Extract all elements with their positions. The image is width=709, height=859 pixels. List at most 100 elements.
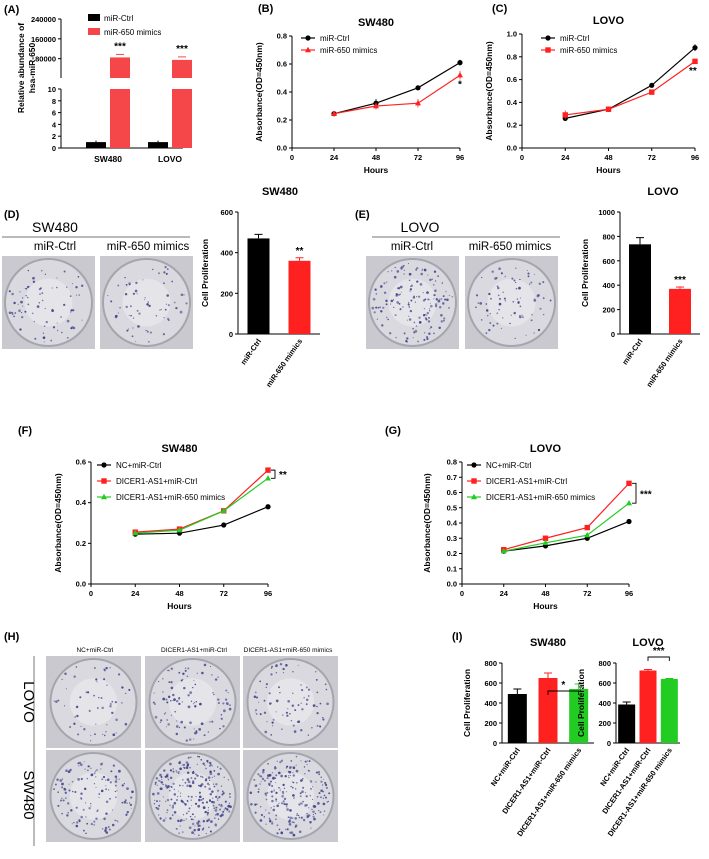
- plate-d-mimics-colony: [124, 292, 128, 296]
- plate-h-r0-c1-colony: [178, 727, 181, 729]
- chart-a-ytick-label: 0: [52, 144, 56, 153]
- plate-d-mimics-colony: [143, 299, 146, 301]
- plate-h-r1-c0-colony: [90, 805, 92, 807]
- chart-e: LOVO 0 200 400 600 800 1000 Cell Proliferation m…: [580, 186, 700, 389]
- chart-a-ytick-label: 2: [52, 132, 56, 141]
- plate-h-r1-c1-colony: [200, 783, 204, 786]
- plate-d-ctrl-colony: [39, 293, 41, 295]
- plate-h-r1-c2-colony: [283, 787, 286, 789]
- plate-h-r1-c2-colony: [268, 820, 272, 823]
- plate-h-r0-c2-colony: [287, 708, 289, 710]
- plate-d-mimics-colony: [119, 306, 121, 309]
- plate-h-r1-c0-colony: [109, 781, 112, 784]
- plate-h-r0-c2-colony: [301, 689, 304, 692]
- plate-h-r0-c2-colony: [266, 721, 268, 723]
- plate-h-r0-c2-colony: [285, 711, 288, 714]
- plate-h-r0-c2-colony: [279, 662, 283, 666]
- plate-h-r0-c0-colony: [83, 728, 86, 731]
- plate-e-ctrl-colony: [385, 316, 388, 319]
- plate-h-r1-c1-colony: [207, 776, 211, 779]
- plate-e-ctrl-colony: [451, 295, 454, 298]
- plate-d-mimics-colony: [132, 327, 134, 329]
- chartF-xtick-label: 48: [175, 589, 183, 598]
- plate-h-r1-c2-colony: [265, 794, 268, 797]
- plate-h-r1-c0-colony: [131, 790, 134, 794]
- chartG-ytick-label: 0.5: [447, 503, 457, 512]
- plate-h-r0-c1-colony: [178, 697, 180, 699]
- chartC-xtick-label: 72: [648, 153, 656, 162]
- plate-h-r1-c2-colony: [292, 766, 296, 769]
- plate-h-r0-c2-colony: [275, 664, 278, 667]
- plate-e-mimics-glare: [487, 278, 536, 327]
- plate-e-ctrl-colony: [390, 299, 394, 303]
- plate-e-mimics-colony: [515, 267, 517, 269]
- plate-h-r0-c2-colony: [282, 714, 284, 716]
- plate-h-r1-c1-colony: [198, 834, 200, 837]
- plate-h-r1-c0-colony: [93, 820, 96, 823]
- panel-label-d: (D): [4, 209, 20, 221]
- plate-h-r1-c1-colony: [200, 799, 203, 801]
- plate-e-ctrl-colony: [407, 302, 410, 304]
- plate-h-r1-c0-colony: [80, 815, 83, 819]
- chart-a-legend-ctrl-swatch: [88, 14, 100, 21]
- plate-h-r1-c1-colony: [191, 831, 194, 834]
- plate-e-ctrl-colony: [394, 266, 396, 269]
- plate-h-r1-c2-colony: [278, 828, 281, 831]
- chartI2-ytick-label: 800: [598, 659, 611, 668]
- plate-e-ctrl-colony: [440, 314, 443, 317]
- plate-h-r1-c1-colony: [190, 756, 192, 758]
- plate-h-r1-c0-colony: [126, 802, 128, 804]
- plate-h-r1-c0-colony: [130, 807, 132, 809]
- plate-h-r1-c1-colony: [209, 799, 211, 802]
- chartG-ytick-label: 0.8: [447, 458, 457, 467]
- plate-d-mimics-colony: [128, 282, 131, 285]
- plate-e-mimics-colony: [492, 324, 495, 327]
- plate-h-r1-c2-colony: [316, 795, 319, 798]
- plate-h-r1-c2-colony: [281, 795, 284, 798]
- plate-h-r1-c1-colony: [206, 782, 210, 785]
- plate-h-r1-c1-colony: [218, 796, 221, 799]
- chartG-ytick-label: 0.2: [447, 549, 457, 558]
- plate-e-ctrl-colony: [427, 320, 431, 323]
- plate-e-ctrl-colony: [406, 337, 409, 340]
- plate-d-ctrl-colony: [13, 301, 16, 305]
- plate-h-r1-c1-colony: [177, 819, 180, 823]
- plate-e-ctrl-colony: [391, 270, 393, 272]
- chartG-ytick-label: 0.6: [447, 488, 457, 497]
- plate-h-r1-c2-colony: [261, 770, 265, 774]
- plate-h-r1-c0-colony: [84, 802, 87, 804]
- chart-a-xtick-label: LOVO: [158, 154, 182, 164]
- plate-h-r1-c2-colony: [257, 788, 260, 791]
- chart-b: SW480 0 24 48 72 96 0.0 0.2 0.4 0.6 0.8 Hours Absorb…: [254, 17, 464, 175]
- plate-d-mimics-colony: [146, 330, 148, 332]
- chartI1-sig-bracket: [547, 690, 580, 695]
- plate-h-r1-c2-colony: [277, 771, 281, 775]
- plate-h-r1-c1-colony: [166, 774, 168, 777]
- plate-h-r1-c0-colony: [75, 821, 79, 824]
- plate-h-r1-c2-colony: [293, 797, 295, 799]
- plate-h-r0-c2-colony: [305, 698, 309, 701]
- plate-e-ctrl-colony: [441, 282, 443, 285]
- plate-h-r1-c1-colony: [188, 826, 192, 829]
- plate-d-ctrl-colony: [17, 303, 19, 305]
- plate-h-r0-c0-colony: [77, 733, 80, 736]
- plate-h-r1-c2-colony: [285, 828, 287, 831]
- plate-h-r1-c2-colony: [278, 786, 280, 789]
- chartI1-ytick-label: 800: [484, 659, 497, 668]
- plate-h-r1-c0-colony: [84, 768, 86, 770]
- plate-h-r1-c0-colony: [69, 768, 72, 772]
- plate-h-r1-c1-colony: [189, 815, 192, 818]
- chartB-legend-marker: [305, 46, 311, 53]
- plate-d-mimics-colony: [127, 328, 129, 330]
- plate-h-r1-c1-colony: [172, 770, 175, 773]
- colony-images-e: LOVO miR-Ctrl miR-650 mimics: [366, 219, 560, 349]
- plate-h-r0-c1-colony: [187, 667, 190, 670]
- plate-e-ctrl-colony: [423, 308, 426, 310]
- plate-h-r1-c0-colony: [87, 769, 89, 772]
- chartI1-xtick-label: NC+miR-Ctrl: [489, 746, 522, 788]
- plate-h-r0-c1-colony: [211, 674, 213, 676]
- plate-d-ctrl-colony: [63, 270, 66, 273]
- chart-a-ytick-label: 8: [52, 97, 56, 106]
- plate-h-r1-c1-colony: [165, 817, 167, 819]
- plate-h-r1-c2-colony: [295, 755, 298, 758]
